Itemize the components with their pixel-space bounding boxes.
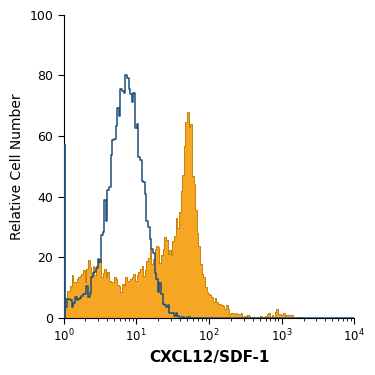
X-axis label: CXCL12/SDF-1: CXCL12/SDF-1	[149, 350, 269, 365]
Y-axis label: Relative Cell Number: Relative Cell Number	[10, 93, 24, 240]
